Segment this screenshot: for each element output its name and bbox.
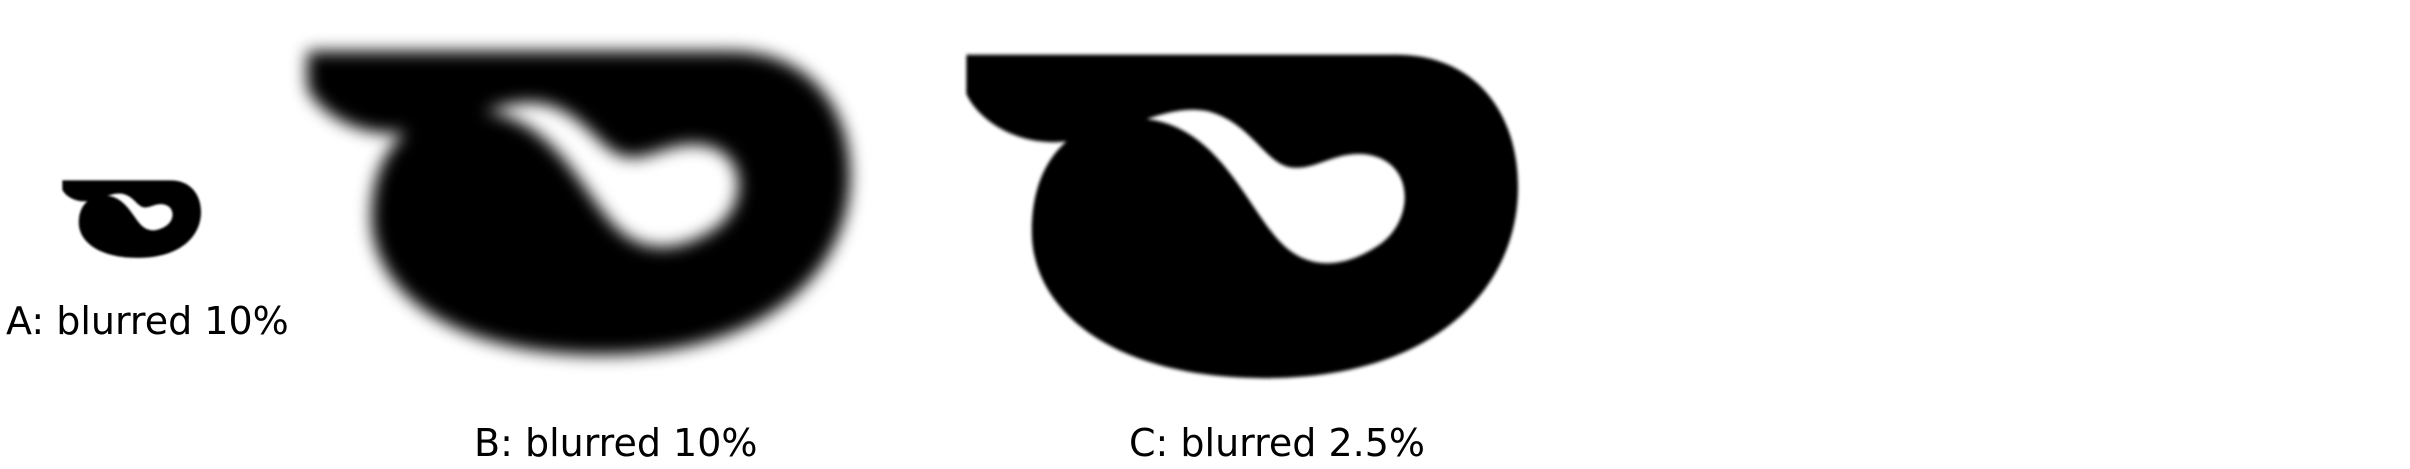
figure-a-blurred-shape <box>62 180 201 258</box>
figure-c-blurred-shape <box>966 54 1518 379</box>
figure-b-blurred-shape <box>307 51 850 355</box>
figure-a-caption: A: blurred 10% <box>6 299 289 343</box>
figure-b-caption: B: blurred 10% <box>474 421 758 465</box>
figure-c-caption: C: blurred 2.5% <box>1129 421 1426 465</box>
